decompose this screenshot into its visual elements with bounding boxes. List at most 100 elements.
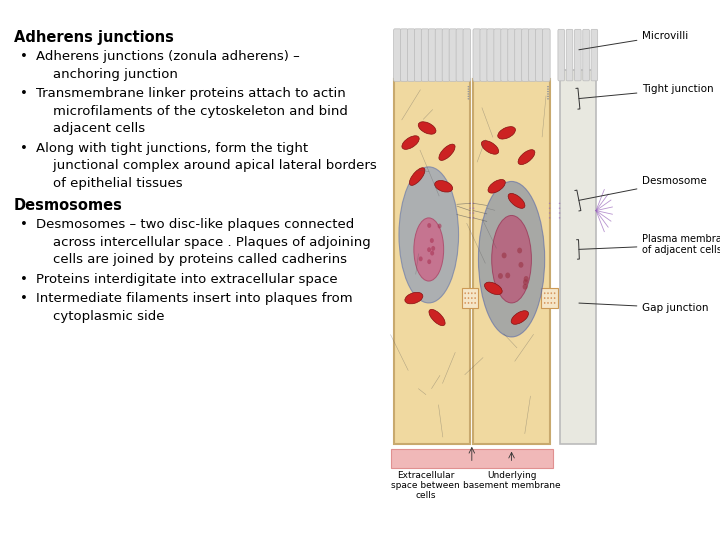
FancyBboxPatch shape xyxy=(558,29,564,81)
FancyBboxPatch shape xyxy=(474,79,549,444)
Ellipse shape xyxy=(439,144,455,160)
Ellipse shape xyxy=(547,98,549,99)
Ellipse shape xyxy=(469,212,471,214)
Text: Transmembrane linker proteins attach to actin: Transmembrane linker proteins attach to … xyxy=(36,87,346,100)
Ellipse shape xyxy=(464,292,466,294)
Text: Desmosome: Desmosome xyxy=(575,177,707,211)
Ellipse shape xyxy=(468,297,469,299)
Ellipse shape xyxy=(551,292,552,294)
FancyBboxPatch shape xyxy=(394,29,401,82)
Ellipse shape xyxy=(518,150,535,165)
Ellipse shape xyxy=(468,302,469,304)
Ellipse shape xyxy=(554,302,555,304)
Text: anchoring junction: anchoring junction xyxy=(36,68,178,80)
Ellipse shape xyxy=(559,212,560,214)
Ellipse shape xyxy=(467,91,469,92)
Ellipse shape xyxy=(474,292,476,294)
Ellipse shape xyxy=(474,297,476,299)
Bar xyxy=(391,449,553,468)
FancyBboxPatch shape xyxy=(566,29,573,81)
Ellipse shape xyxy=(492,215,531,303)
Ellipse shape xyxy=(436,252,440,256)
Text: Proteins interdigitate into extracellular space: Proteins interdigitate into extracellula… xyxy=(36,273,338,286)
FancyBboxPatch shape xyxy=(421,29,429,82)
Text: Intermediate filaments insert into plaques from: Intermediate filaments insert into plaqu… xyxy=(36,292,353,305)
Ellipse shape xyxy=(429,309,445,326)
Ellipse shape xyxy=(495,244,500,249)
FancyBboxPatch shape xyxy=(414,29,422,82)
Ellipse shape xyxy=(511,310,528,325)
Ellipse shape xyxy=(554,297,555,299)
Ellipse shape xyxy=(523,235,528,241)
FancyBboxPatch shape xyxy=(501,29,508,82)
Text: Desmosomes – two disc-like plaques connected: Desmosomes – two disc-like plaques conne… xyxy=(36,218,354,231)
Ellipse shape xyxy=(469,217,471,219)
Ellipse shape xyxy=(435,225,438,230)
Ellipse shape xyxy=(471,302,472,304)
FancyBboxPatch shape xyxy=(536,29,543,82)
Ellipse shape xyxy=(464,297,466,299)
Ellipse shape xyxy=(547,89,549,90)
Ellipse shape xyxy=(549,217,551,219)
Text: of epithelial tissues: of epithelial tissues xyxy=(36,177,183,190)
FancyBboxPatch shape xyxy=(408,29,415,82)
Ellipse shape xyxy=(418,122,436,134)
Ellipse shape xyxy=(547,91,549,92)
Ellipse shape xyxy=(472,217,474,219)
FancyBboxPatch shape xyxy=(394,79,470,444)
Text: •: • xyxy=(20,141,28,154)
Ellipse shape xyxy=(402,136,419,150)
Ellipse shape xyxy=(547,96,549,97)
Ellipse shape xyxy=(479,181,545,337)
Ellipse shape xyxy=(431,237,435,241)
Text: adjacent cells: adjacent cells xyxy=(36,122,145,135)
Text: •: • xyxy=(20,50,28,63)
Ellipse shape xyxy=(471,292,472,294)
FancyBboxPatch shape xyxy=(487,29,495,82)
Text: cytoplasmic side: cytoplasmic side xyxy=(36,310,164,323)
Ellipse shape xyxy=(505,258,510,263)
Ellipse shape xyxy=(467,89,469,90)
Ellipse shape xyxy=(427,252,431,256)
FancyBboxPatch shape xyxy=(528,29,536,82)
FancyBboxPatch shape xyxy=(543,29,550,82)
Ellipse shape xyxy=(416,254,420,259)
Ellipse shape xyxy=(482,140,499,154)
Bar xyxy=(541,288,558,308)
Ellipse shape xyxy=(464,302,466,304)
Text: Extracellular
space between
cells: Extracellular space between cells xyxy=(391,470,460,501)
Ellipse shape xyxy=(515,249,520,255)
Ellipse shape xyxy=(437,240,441,245)
FancyBboxPatch shape xyxy=(456,29,464,82)
Text: •: • xyxy=(20,218,28,231)
FancyBboxPatch shape xyxy=(494,29,501,82)
Ellipse shape xyxy=(410,168,425,185)
FancyBboxPatch shape xyxy=(442,29,450,82)
Ellipse shape xyxy=(467,93,469,94)
Text: Adherens junctions (zonula adherens) –: Adherens junctions (zonula adherens) – xyxy=(36,50,300,63)
Text: Gap junction: Gap junction xyxy=(579,303,709,313)
Ellipse shape xyxy=(472,207,474,209)
Ellipse shape xyxy=(551,297,552,299)
Text: •: • xyxy=(20,292,28,305)
Ellipse shape xyxy=(547,93,549,94)
Ellipse shape xyxy=(549,202,551,204)
Ellipse shape xyxy=(547,292,549,294)
Ellipse shape xyxy=(417,228,421,233)
Ellipse shape xyxy=(499,233,504,239)
Text: Tight junction: Tight junction xyxy=(576,84,714,109)
Ellipse shape xyxy=(488,179,505,193)
Ellipse shape xyxy=(547,86,549,87)
FancyBboxPatch shape xyxy=(463,29,471,82)
FancyBboxPatch shape xyxy=(559,70,596,444)
Ellipse shape xyxy=(399,167,459,303)
Ellipse shape xyxy=(474,302,476,304)
Ellipse shape xyxy=(472,202,474,204)
Text: microfilaments of the cytoskeleton and bind: microfilaments of the cytoskeleton and b… xyxy=(36,105,348,118)
Ellipse shape xyxy=(549,212,551,214)
Ellipse shape xyxy=(423,239,428,244)
FancyBboxPatch shape xyxy=(480,29,487,82)
Ellipse shape xyxy=(467,98,469,99)
Ellipse shape xyxy=(485,282,502,295)
Ellipse shape xyxy=(544,297,546,299)
